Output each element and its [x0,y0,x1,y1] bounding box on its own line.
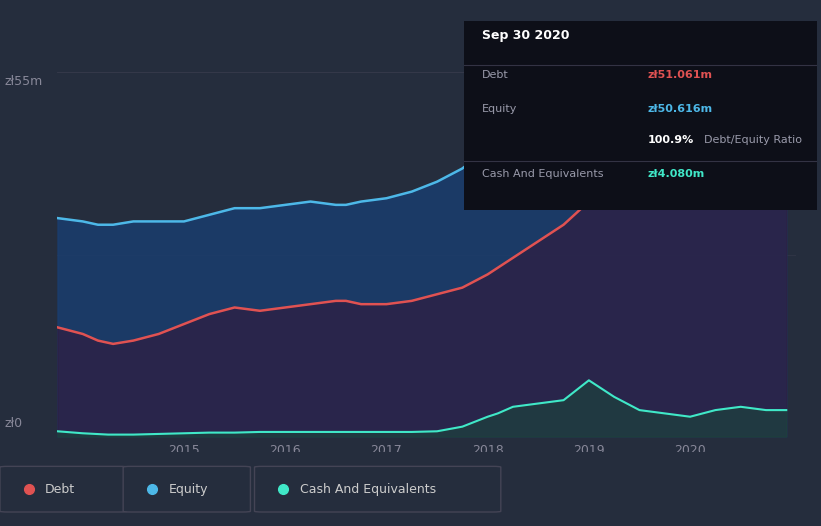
FancyBboxPatch shape [255,467,501,512]
Text: zł55m: zł55m [4,75,43,88]
Text: zł51.061m: zł51.061m [648,70,713,80]
Text: Equity: Equity [168,483,208,495]
Text: Sep 30 2020: Sep 30 2020 [481,28,569,42]
Text: Debt/Equity Ratio: Debt/Equity Ratio [704,135,802,145]
FancyBboxPatch shape [0,467,127,512]
Text: Cash And Equivalents: Cash And Equivalents [300,483,436,495]
Text: zł0: zł0 [4,417,22,430]
Text: zł4.080m: zł4.080m [648,169,704,179]
Text: Debt: Debt [481,70,508,80]
FancyBboxPatch shape [123,467,250,512]
Text: Cash And Equivalents: Cash And Equivalents [481,169,603,179]
Text: zł50.616m: zł50.616m [648,104,713,114]
Text: 100.9%: 100.9% [648,135,694,145]
Text: Debt: Debt [45,483,76,495]
Text: Equity: Equity [481,104,517,114]
